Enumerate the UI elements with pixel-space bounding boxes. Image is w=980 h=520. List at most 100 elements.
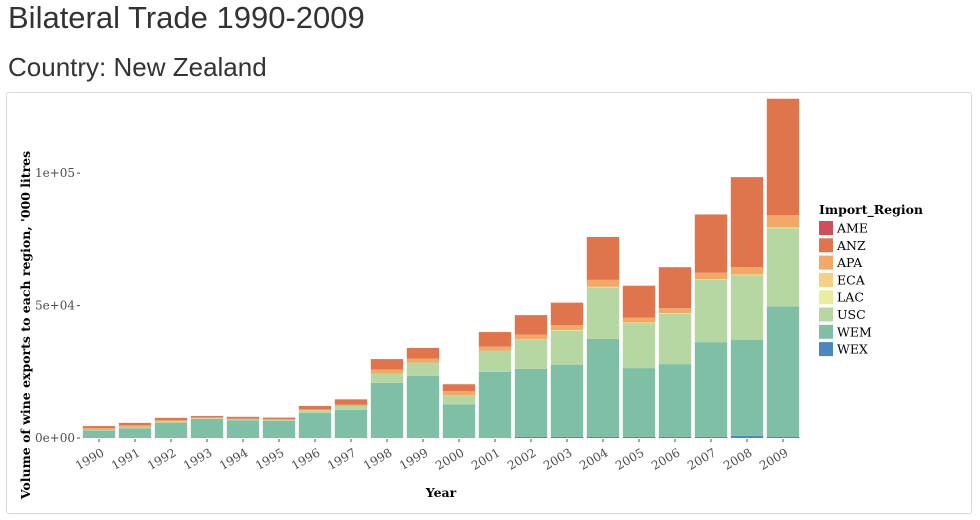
- bar-2007-usc: [694, 279, 728, 343]
- bar-2008-wem: [730, 340, 764, 436]
- bar-2003-usc: [550, 330, 584, 365]
- bar-2004-anz: [586, 236, 620, 280]
- bar-2009-wem: [766, 306, 800, 437]
- x-tick-label: 2008: [721, 445, 754, 472]
- bar-1998-wem: [370, 382, 404, 438]
- legend: Import_Region AME ANZ APA ECA LAC USC WEM WEX: [819, 202, 923, 357]
- x-tick-label: 1994: [217, 445, 251, 473]
- legend-label-wex: WEX: [837, 342, 868, 357]
- stacked-bar-chart: 0e+00 5e+04 1e+05 1990 1991 1992 1993 1994 1995…: [18, 98, 923, 500]
- bar-2002-usc: [514, 339, 548, 369]
- page-subtitle: Country: New Zealand: [8, 52, 267, 82]
- x-tick-label: 2006: [649, 445, 682, 472]
- bar-1997-wem: [334, 409, 368, 438]
- bar-1992-wem: [154, 422, 188, 438]
- legend-swatch-wem: [819, 324, 833, 339]
- chart-panel: 0e+00 5e+04 1e+05 1990 1991 1992 1993 1994 1995…: [6, 92, 972, 514]
- bar-1991-usc: [118, 426, 152, 429]
- bar-2007-apa: [694, 272, 728, 280]
- x-tick-label: 2001: [469, 445, 502, 472]
- bar-2003-wem: [550, 364, 584, 437]
- legend-label-usc: USC: [837, 307, 866, 322]
- bar-2002-anz: [514, 315, 548, 335]
- x-tick-label: 1999: [397, 445, 430, 472]
- bar-2000-usc: [442, 395, 476, 405]
- bar-2006-apa: [658, 308, 692, 314]
- x-tick-label: 1990: [73, 445, 106, 472]
- legend-label-anz: ANZ: [836, 238, 866, 253]
- bar-2001-usc: [478, 350, 512, 372]
- bar-2004-wem: [586, 338, 620, 437]
- legend-swatch-ame: [819, 221, 833, 235]
- bar-1992-anz: [154, 417, 188, 420]
- bar-2004-wex: [586, 436, 620, 438]
- bar-2006-wex: [658, 436, 692, 438]
- bar-2005-wem: [622, 368, 656, 437]
- x-tick-label: 1995: [253, 445, 286, 472]
- bar-1992-usc: [154, 421, 188, 423]
- bar-1990-usc: [82, 429, 116, 431]
- bar-2004-usc: [586, 287, 620, 339]
- bar-1994-usc: [226, 419, 260, 421]
- bar-1996-wem: [298, 412, 332, 438]
- bar-1996-anz: [298, 405, 332, 410]
- x-axis: 1990 1991 1992 1993 1994 1995 1996 1997 1998 1999…: [73, 439, 791, 473]
- bar-2005-anz: [622, 285, 656, 318]
- bars-layer: [82, 98, 800, 438]
- bar-2003-anz: [550, 302, 584, 326]
- bar-1990-wem: [82, 430, 116, 438]
- bar-1995-wem: [262, 420, 296, 438]
- x-tick-label: 2004: [577, 445, 611, 473]
- bar-1997-anz: [334, 399, 368, 405]
- bar-2005-usc: [622, 323, 656, 369]
- bar-1994-wem: [226, 420, 260, 438]
- bar-1993-wem: [190, 418, 224, 438]
- bar-2002-wem: [514, 368, 548, 437]
- y-axis-title: Volume of wine exports to each region, '…: [18, 151, 33, 500]
- y-tick-label: 5e+04: [35, 299, 75, 313]
- x-tick-label: 2005: [613, 445, 646, 472]
- bar-1991-apa: [118, 425, 152, 427]
- legend-swatch-anz: [819, 238, 833, 253]
- legend-swatch-wex: [819, 342, 833, 357]
- x-tick-label: 1996: [289, 445, 322, 472]
- bar-2001-apa: [478, 346, 512, 351]
- bar-1998-apa: [370, 369, 404, 374]
- bar-2005-lac: [622, 322, 656, 324]
- bar-1999-anz: [406, 347, 440, 359]
- x-tick-label: 2000: [433, 445, 466, 472]
- bar-1994-apa: [226, 418, 260, 420]
- bar-2006-usc: [658, 313, 692, 365]
- x-tick-label: 2002: [505, 445, 538, 472]
- bar-1998-usc: [370, 373, 404, 383]
- bar-2001-anz: [478, 332, 512, 347]
- bar-1999-apa: [406, 358, 440, 363]
- bar-2009-lac: [766, 227, 800, 229]
- bar-1993-apa: [190, 417, 224, 419]
- bar-2000-wem: [442, 404, 476, 438]
- legend-label-lac: LAC: [837, 290, 864, 305]
- legend-swatch-lac: [819, 290, 833, 305]
- legend-label-apa: APA: [836, 255, 863, 270]
- x-tick-label: 1991: [109, 445, 142, 472]
- bar-2004-lac: [586, 286, 620, 288]
- x-tick-label: 1993: [181, 445, 214, 472]
- bar-2003-wex: [550, 436, 584, 438]
- legend-label-ame: AME: [836, 221, 868, 236]
- bar-2009-anz: [766, 98, 800, 216]
- x-tick-label: 1998: [361, 445, 394, 472]
- bar-2008-usc: [730, 275, 764, 341]
- legend-swatch-usc: [819, 307, 833, 322]
- bar-1990-apa: [82, 428, 116, 430]
- bar-1991-wem: [118, 428, 152, 438]
- bar-2004-apa: [586, 279, 620, 287]
- bar-2006-anz: [658, 267, 692, 309]
- bar-2000-anz: [442, 384, 476, 392]
- bar-1990-anz: [82, 426, 116, 429]
- bar-1996-apa: [298, 409, 332, 411]
- bar-1993-anz: [190, 416, 224, 418]
- bar-1992-apa: [154, 419, 188, 422]
- bar-2005-wex: [622, 436, 656, 438]
- y-tick-label: 0e+00: [35, 431, 75, 445]
- bar-2001-wem: [478, 371, 512, 438]
